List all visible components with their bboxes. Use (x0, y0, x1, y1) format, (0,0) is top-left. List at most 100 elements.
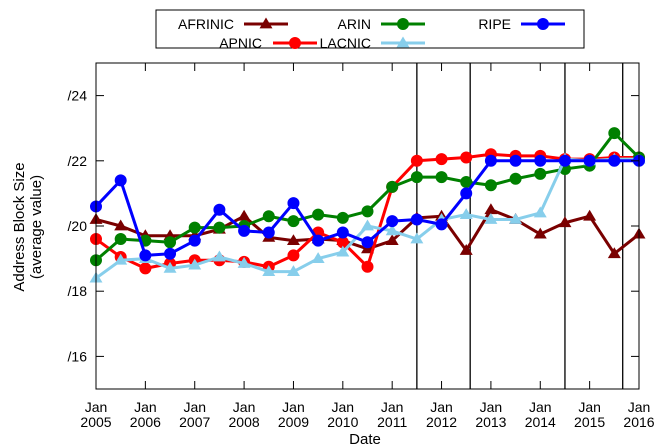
legend-label: AFRINIC (178, 16, 234, 32)
y-tick-label: /20 (68, 218, 88, 234)
x-tick-label-month: Jan (85, 399, 108, 415)
data-point (410, 213, 423, 226)
data-point (163, 261, 177, 273)
data-point (459, 208, 473, 219)
data-point (509, 172, 522, 185)
x-tick-label-year: 2015 (574, 414, 605, 430)
series-line (95, 157, 639, 280)
x-tick-label-month: Jan (134, 399, 157, 415)
data-point (361, 205, 374, 218)
data-point (262, 226, 275, 239)
data-point (583, 154, 596, 167)
axes: /16/18/20/22/24Jan2005Jan2006Jan2007Jan2… (68, 62, 655, 430)
legend-label: ARIN (338, 16, 371, 32)
data-point (262, 265, 276, 277)
x-tick-label-month: Jan (282, 399, 305, 415)
data-point (484, 203, 498, 215)
legend-label: APNIC (219, 35, 262, 51)
data-point (361, 219, 374, 231)
data-point (213, 203, 226, 216)
x-tick-label-month: Jan (480, 399, 503, 415)
data-point (164, 236, 177, 249)
data-point (287, 215, 300, 228)
data-point (484, 179, 497, 192)
data-point (386, 215, 399, 228)
data-point (435, 171, 448, 184)
legend: AFRINIC APNIC ARIN LACNIC RIPE (155, 9, 585, 51)
data-point (336, 211, 349, 224)
data-point (459, 243, 473, 255)
x-tick-label-year: 2006 (130, 414, 161, 430)
data-point (287, 249, 300, 262)
data-point (312, 208, 325, 221)
data-point (534, 154, 547, 167)
data-point (188, 258, 202, 270)
data-point (114, 219, 128, 231)
data-point (397, 18, 409, 30)
data-point (583, 209, 597, 221)
data-point (164, 247, 177, 260)
data-point (537, 18, 549, 30)
data-point (385, 224, 399, 236)
data-point (410, 232, 424, 244)
x-tick-label-month: Jan (529, 399, 552, 415)
data-point (237, 209, 251, 221)
legend-box (155, 9, 585, 49)
data-point (213, 221, 226, 234)
x-tick-label-month: Jan (183, 399, 206, 415)
data-point (336, 245, 350, 257)
data-point (336, 226, 349, 239)
data-point (188, 234, 201, 247)
data-point (484, 213, 498, 224)
series-layer (89, 127, 646, 283)
data-point (410, 171, 423, 184)
x-tick-label-month: Jan (578, 399, 601, 415)
data-point (558, 154, 571, 167)
data-point (607, 247, 621, 259)
data-point (139, 262, 152, 275)
data-point (385, 234, 399, 246)
legend-item-ripe: RIPE (478, 16, 565, 32)
data-point (361, 260, 374, 273)
data-point (608, 154, 621, 167)
data-point (114, 253, 128, 265)
data-point (139, 249, 152, 262)
data-point (533, 227, 547, 239)
y-tick-label: /16 (68, 348, 88, 364)
x-tick-label-year: 2010 (327, 414, 358, 430)
data-point (534, 167, 547, 180)
y-axis-subtitle: (average value) (28, 175, 45, 279)
data-point (533, 206, 547, 218)
data-point (259, 17, 273, 29)
x-tick-label-month: Jan (381, 399, 404, 415)
data-point (435, 218, 448, 231)
legend-item-lacnic: LACNIC (320, 35, 425, 51)
data-point (386, 180, 399, 193)
x-tick-label-year: 2007 (179, 414, 210, 430)
x-tick-label-year: 2011 (377, 414, 407, 430)
data-point (484, 154, 497, 167)
data-point (608, 127, 621, 140)
legend-item-apnic: APNIC (219, 35, 317, 51)
data-point (238, 224, 251, 237)
x-tick-label-year: 2014 (525, 414, 556, 430)
data-point (114, 174, 127, 187)
data-point (289, 37, 301, 49)
data-point (311, 252, 325, 263)
x-tick-label-month: Jan (332, 399, 355, 415)
data-point (286, 234, 300, 246)
x-tick-label-year: 2016 (623, 414, 654, 430)
x-tick-label-year: 2009 (278, 414, 309, 430)
data-point (509, 154, 522, 167)
legend-label: RIPE (478, 16, 511, 32)
data-point (558, 216, 572, 228)
x-tick-label-month: Jan (628, 399, 651, 415)
y-tick-label: /22 (68, 153, 88, 169)
x-tick-label-year: 2012 (426, 414, 457, 430)
legend-label: LACNIC (320, 35, 371, 51)
data-point (286, 265, 300, 277)
data-point (435, 153, 448, 166)
x-axis-title: Date (349, 431, 381, 448)
data-point (509, 213, 523, 224)
